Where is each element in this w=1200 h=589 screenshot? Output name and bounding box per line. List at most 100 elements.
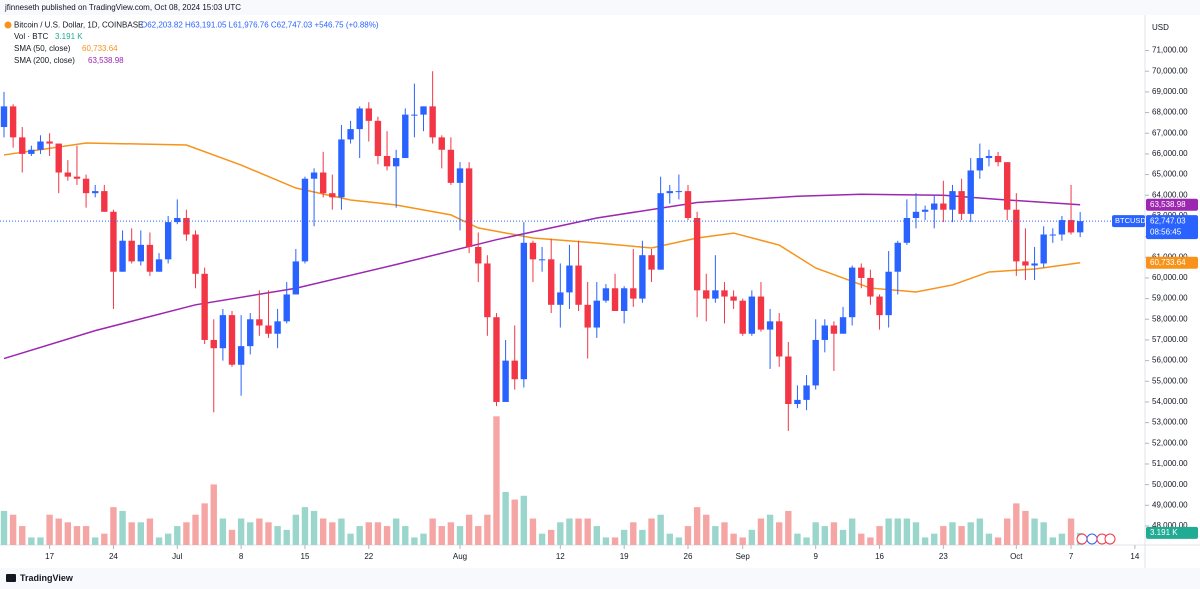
candle-body — [110, 211, 117, 272]
volume-bar — [429, 518, 436, 545]
candle-body — [885, 271, 892, 316]
sma-line — [3, 142, 1081, 293]
volume-bar — [976, 518, 984, 545]
volume-bar — [766, 514, 774, 545]
candle-body — [292, 261, 300, 295]
volume-bar — [1031, 518, 1038, 545]
x-tick-label: 9 — [813, 552, 818, 561]
symbol-box — [1112, 215, 1145, 228]
volume-bar — [940, 526, 947, 545]
candle-body — [1004, 162, 1011, 210]
x-tick-label: Aug — [453, 552, 467, 561]
candle-body — [976, 158, 984, 171]
candle-body — [493, 317, 500, 402]
candle-body — [876, 296, 883, 316]
candle-body — [146, 244, 154, 272]
volume-bar — [776, 522, 783, 545]
volume-bar — [201, 503, 208, 545]
x-tick-label: 7 — [1069, 552, 1074, 561]
volume-bar — [602, 537, 610, 545]
volume-bar — [502, 492, 509, 545]
y-tick-label: 66,000.00 — [1152, 149, 1188, 158]
candle-body — [666, 191, 673, 194]
x-tick-label: 12 — [556, 552, 565, 561]
y-tick-label: 59,000.00 — [1152, 294, 1188, 303]
candle-body — [356, 108, 363, 130]
candle-body — [1031, 263, 1038, 266]
volume-bar — [703, 514, 710, 545]
candle-body — [611, 288, 619, 312]
volume-bar — [247, 522, 254, 545]
volume-bar — [994, 537, 1002, 545]
volume-bar — [1049, 537, 1056, 545]
volume-bar — [858, 533, 865, 545]
x-tick-label: 23 — [939, 552, 948, 561]
volume-bar — [46, 514, 53, 545]
candle-body — [584, 304, 591, 328]
candle-body — [447, 149, 455, 183]
candle-body — [1049, 234, 1056, 236]
y-tick-label: 70,000.00 — [1152, 66, 1188, 75]
candle-body — [748, 296, 756, 334]
volume-bar — [447, 522, 455, 545]
y-tick-label: 67,000.00 — [1152, 128, 1188, 137]
candle-body — [894, 242, 901, 272]
candle-body — [548, 259, 555, 305]
volume-bar — [1022, 510, 1029, 545]
candle-body — [310, 172, 318, 179]
x-tick-label: Oct — [1010, 552, 1023, 561]
volume-bar — [958, 526, 965, 545]
candle-body — [438, 137, 445, 150]
candle-body — [903, 217, 911, 243]
flag-icon — [1104, 533, 1116, 545]
candle-body — [912, 211, 920, 218]
volume-bar — [648, 518, 655, 545]
candle-body — [247, 319, 254, 347]
candle-body — [730, 296, 737, 301]
price-marker-label: 62,747.03 — [1150, 216, 1186, 225]
candle-body — [657, 193, 664, 270]
y-tick-label: 57,000.00 — [1152, 335, 1188, 344]
candle-body — [1040, 234, 1047, 264]
volume-bar — [848, 518, 856, 545]
volume-bar — [365, 522, 372, 545]
candle-body — [1076, 221, 1084, 233]
volume-bar — [739, 537, 746, 545]
volume-bar — [392, 518, 400, 545]
volume-bar — [803, 537, 810, 545]
candle-body — [648, 255, 655, 270]
volume-bar — [821, 526, 828, 545]
volume-bar — [219, 518, 227, 545]
flag-icons — [1076, 533, 1116, 545]
volume-bar — [985, 533, 993, 545]
volume-bar — [566, 518, 573, 545]
flag-icon — [1086, 533, 1098, 545]
footer-logo: TradingView — [6, 573, 74, 583]
candle-body — [192, 234, 199, 274]
volume-bar — [657, 514, 664, 545]
legend-symbol: Bitcoin / U.S. Dollar, 1D, COINBASE — [14, 21, 143, 30]
volume-bar — [903, 518, 911, 545]
y-tick-label: 55,000.00 — [1152, 376, 1188, 385]
volume-bar — [456, 526, 464, 545]
candle-body — [28, 149, 35, 154]
candle-body — [383, 155, 391, 167]
candle-body — [703, 290, 710, 299]
candle-body — [1058, 220, 1066, 235]
candle-body — [858, 267, 865, 278]
candle-body — [329, 193, 336, 198]
legend-ohlc: O62,203.82 H63,191.05 L61,976.76 C62,747… — [141, 21, 379, 30]
candle-body — [73, 176, 81, 179]
candle-body — [994, 155, 1002, 163]
volume-bar — [438, 526, 445, 545]
volume-bar — [0, 510, 8, 545]
volume-bar — [931, 533, 938, 545]
candle-body — [155, 259, 163, 272]
volume-bar — [511, 499, 518, 545]
y-tick-label: 49,000.00 — [1152, 500, 1188, 509]
candle-body — [675, 191, 683, 193]
axis-title: USD — [1152, 23, 1169, 32]
candle-body — [92, 191, 99, 194]
candle-body — [776, 321, 783, 357]
volume-bar — [301, 507, 309, 545]
